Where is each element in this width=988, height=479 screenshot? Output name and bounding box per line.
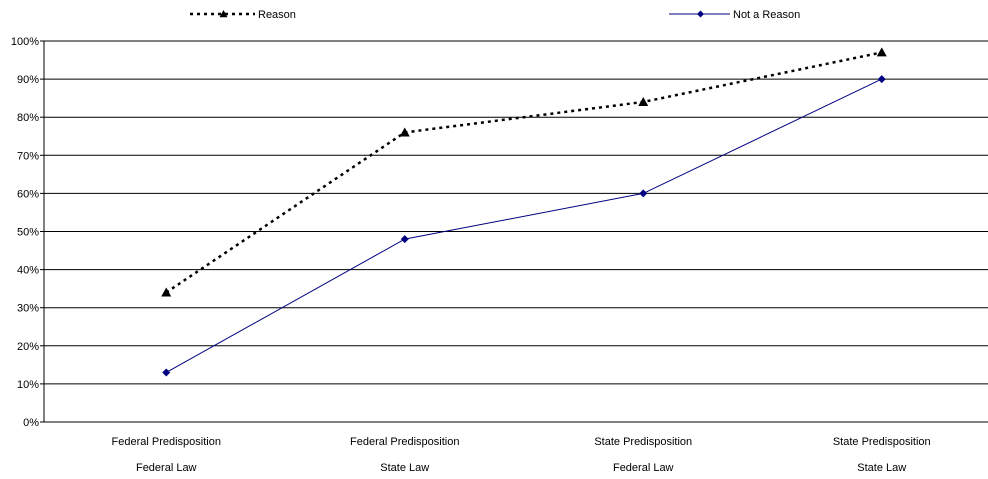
series-line-not-a-reason <box>166 78 882 373</box>
series-layer <box>161 47 887 377</box>
x-tick-label: Federal Predisposition <box>350 436 459 448</box>
legend-label-reason: Reason <box>258 9 296 21</box>
x-tick-label: Federal Law <box>613 462 674 474</box>
data-point-not-a-reason <box>639 189 648 198</box>
legend: Reason Not a Reason <box>190 9 800 21</box>
y-axis: 0% 10% 20% 30% 40% 50% 60% 70% 80% 90% 100% <box>11 36 45 429</box>
grid-lines <box>44 40 988 385</box>
y-tick-label: 100% <box>11 36 39 48</box>
x-tick-label: State Law <box>380 462 429 474</box>
data-point-reason <box>876 47 887 57</box>
x-tick-label: State Predisposition <box>594 436 692 448</box>
y-tick-label: 30% <box>17 303 39 315</box>
y-tick-label: 80% <box>17 112 39 124</box>
y-tick-label: 50% <box>17 227 39 239</box>
data-point-reason <box>161 287 172 297</box>
y-tick-label: 60% <box>17 188 39 200</box>
x-axis: Federal Predisposition Federal Law Federal… <box>44 421 988 474</box>
legend-marker-reason <box>219 10 228 18</box>
data-point-reason <box>638 96 649 106</box>
y-tick-label: 0% <box>23 417 39 429</box>
data-point-reason <box>399 127 410 137</box>
legend-label-not-a-reason: Not a Reason <box>733 9 800 21</box>
y-tick-label: 70% <box>17 150 39 162</box>
series-line-reason <box>165 51 883 294</box>
y-tick-label: 90% <box>17 74 39 86</box>
y-tick-label: 40% <box>17 265 39 277</box>
data-point-not-a-reason <box>400 235 409 244</box>
x-tick-label: Federal Predisposition <box>112 436 221 448</box>
legend-marker-not-a-reason <box>697 10 704 18</box>
data-point-not-a-reason <box>162 368 171 377</box>
y-tick-label: 10% <box>17 379 39 391</box>
x-tick-label: Federal Law <box>136 462 197 474</box>
x-tick-label: State Predisposition <box>833 436 931 448</box>
x-tick-label: State Law <box>857 462 906 474</box>
data-point-not-a-reason <box>877 75 886 84</box>
y-tick-label: 20% <box>17 341 39 353</box>
